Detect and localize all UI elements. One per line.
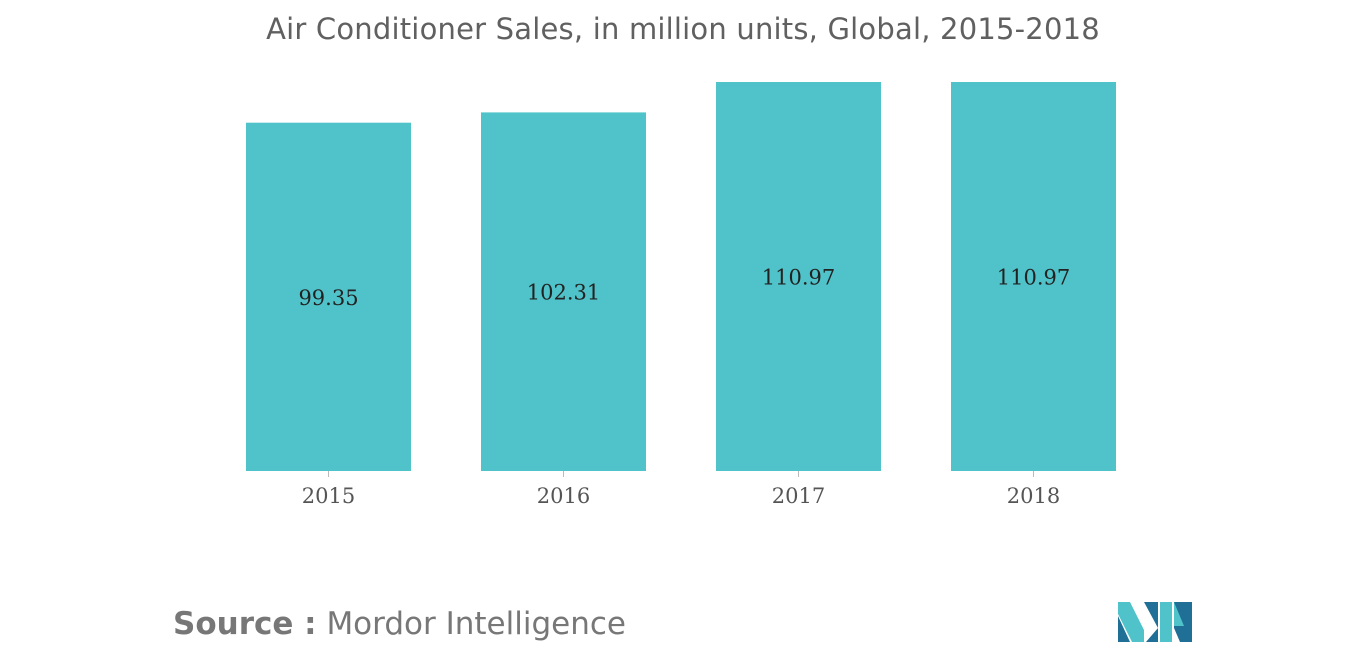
bar-2018 (951, 82, 1116, 471)
source-label: Source : (173, 606, 317, 642)
data-label-2018: 110.97 (997, 266, 1070, 290)
data-label-2016: 102.31 (527, 281, 600, 305)
data-label-2017: 110.97 (762, 266, 835, 290)
bar-2015 (246, 122, 411, 471)
bar-2017 (716, 82, 881, 471)
source-name: Mordor Intelligence (326, 606, 626, 642)
source-attribution: Source : Mordor Intelligence (173, 606, 626, 642)
mordor-intelligence-logo-icon (1118, 602, 1192, 642)
chart-title: Air Conditioner Sales, in million units,… (266, 12, 1100, 46)
x-tick-label-2015: 2015 (302, 484, 355, 508)
x-tick-label-2018: 2018 (1007, 484, 1060, 508)
data-label-2015: 99.35 (298, 286, 358, 310)
x-tick-label-2017: 2017 (772, 484, 825, 508)
bar-chart: 99.35 2015 102.31 2016 110.97 2017 110.97 2018 (246, 82, 1116, 508)
bar-2016 (481, 112, 646, 472)
x-tick-label-2016: 2016 (537, 484, 590, 508)
